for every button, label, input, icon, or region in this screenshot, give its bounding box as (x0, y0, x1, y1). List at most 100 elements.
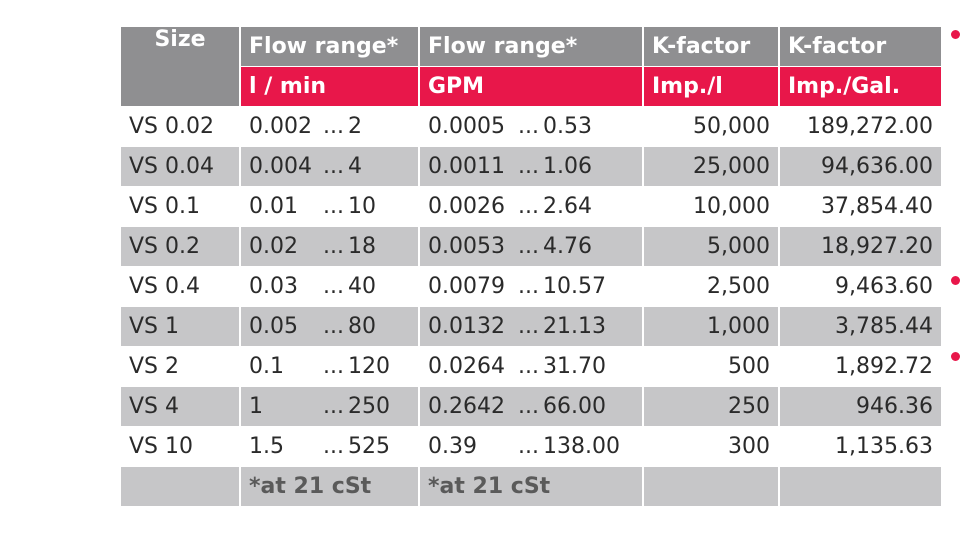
range-separator: ... (323, 394, 344, 419)
cell-k-imp-l: 25,000 (644, 147, 780, 187)
cell-k-imp-l: 300 (644, 427, 780, 467)
subheader-imp-gal: Imp./Gal. (780, 67, 941, 107)
range-separator: ... (518, 274, 539, 299)
cell-k-imp-gal: 37,854.40 (780, 187, 941, 227)
bullet-icon (951, 276, 960, 285)
gpm-low: 0.39 (428, 434, 477, 459)
range-separator: ... (518, 314, 539, 339)
cell-size: VS 4 (121, 387, 241, 427)
cell-flow-lmin: 0.03... 40 (241, 267, 420, 307)
cell-flow-lmin: 1... 250 (241, 387, 420, 427)
table-row: VS 0.04 0.004... 4 0.0011... 1.06 25,000 9… (121, 147, 941, 187)
range-separator: ... (518, 394, 539, 419)
footnote-empty-k2 (780, 467, 941, 507)
lmin-high: 250 (347, 394, 390, 419)
table-row: VS 2 0.1... 120 0.0264... 31.70 500 1,892.… (121, 347, 941, 387)
range-separator: ... (323, 434, 344, 459)
subheader-imp-l: Imp./l (644, 67, 780, 107)
cell-size: VS 0.02 (121, 107, 241, 147)
cell-flow-gpm: 0.0079... 10.57 (420, 267, 644, 307)
cell-size: VS 1 (121, 307, 241, 347)
lmin-low: 0.02 (249, 234, 298, 259)
gpm-high: 138.00 (542, 434, 620, 459)
table-row: VS 1 0.05... 80 0.0132... 21.13 1,000 3,78… (121, 307, 941, 347)
cell-k-imp-l: 500 (644, 347, 780, 387)
cell-k-imp-l: 10,000 (644, 187, 780, 227)
header-size: Size (121, 27, 241, 107)
cell-flow-gpm: 0.0005... 0.53 (420, 107, 644, 147)
range-separator: ... (323, 274, 344, 299)
cell-flow-lmin: 0.05... 80 (241, 307, 420, 347)
table-row: VS 0.2 0.02... 18 0.0053... 4.76 5,000 18,… (121, 227, 941, 267)
cell-k-imp-l: 50,000 (644, 107, 780, 147)
gpm-high: 4.76 (542, 234, 592, 259)
cell-size: VS 0.1 (121, 187, 241, 227)
cell-k-imp-gal: 9,463.60 (780, 267, 941, 307)
cell-k-imp-l: 1,000 (644, 307, 780, 347)
gpm-high: 0.53 (542, 114, 592, 139)
gpm-low: 0.0011 (428, 154, 505, 179)
cell-size: VS 0.2 (121, 227, 241, 267)
gpm-low: 0.0005 (428, 114, 505, 139)
header-k-factor-imp-l: K-factor (644, 27, 780, 67)
bullet-icon (951, 352, 960, 361)
cell-flow-gpm: 0.2642... 66.00 (420, 387, 644, 427)
table-row: VS 4 1... 250 0.2642... 66.00 250 946.36 (121, 387, 941, 427)
lmin-high: 18 (347, 234, 376, 259)
subheader-lmin: l / min (241, 67, 420, 107)
flow-spec-table: Size Flow range* Flow range* K-factor K-… (121, 27, 941, 507)
header-flow-range-lmin: Flow range* (241, 27, 420, 67)
lmin-low: 0.01 (249, 194, 298, 219)
table-body: VS 0.02 0.002... 2 0.0005... 0.53 50,000 1… (121, 107, 941, 507)
footnote-row: *at 21 cSt *at 21 cSt (121, 467, 941, 507)
gpm-high: 66.00 (542, 394, 606, 419)
range-separator: ... (323, 234, 344, 259)
cell-flow-lmin: 0.1... 120 (241, 347, 420, 387)
lmin-low: 1 (249, 394, 263, 419)
lmin-high: 80 (347, 314, 376, 339)
header-flow-range-gpm: Flow range* (420, 27, 644, 67)
cell-flow-gpm: 0.0053... 4.76 (420, 227, 644, 267)
cell-size: VS 0.04 (121, 147, 241, 187)
footnote-gpm: *at 21 cSt (420, 467, 644, 507)
cell-k-imp-gal: 18,927.20 (780, 227, 941, 267)
cell-size: VS 10 (121, 427, 241, 467)
gpm-high: 31.70 (542, 354, 606, 379)
gpm-low: 0.0079 (428, 274, 505, 299)
range-separator: ... (518, 194, 539, 219)
subheader-gpm: GPM (420, 67, 644, 107)
gpm-low: 0.0132 (428, 314, 505, 339)
cell-k-imp-gal: 1,135.63 (780, 427, 941, 467)
cell-k-imp-l: 5,000 (644, 227, 780, 267)
range-separator: ... (323, 114, 344, 139)
bullet-icon (951, 30, 960, 39)
range-separator: ... (518, 354, 539, 379)
lmin-high: 2 (347, 114, 362, 139)
range-separator: ... (518, 114, 539, 139)
cell-k-imp-gal: 3,785.44 (780, 307, 941, 347)
lmin-high: 4 (347, 154, 362, 179)
cell-k-imp-gal: 946.36 (780, 387, 941, 427)
cell-size: VS 2 (121, 347, 241, 387)
lmin-high: 525 (347, 434, 390, 459)
table-row: VS 0.1 0.01... 10 0.0026... 2.64 10,000 37… (121, 187, 941, 227)
cell-flow-lmin: 0.004... 4 (241, 147, 420, 187)
cell-flow-gpm: 0.39... 138.00 (420, 427, 644, 467)
cell-k-imp-gal: 1,892.72 (780, 347, 941, 387)
footnote-lmin: *at 21 cSt (241, 467, 420, 507)
cell-flow-gpm: 0.0132... 21.13 (420, 307, 644, 347)
cell-flow-lmin: 0.01... 10 (241, 187, 420, 227)
lmin-high: 10 (347, 194, 376, 219)
table-row: VS 10 1.5... 525 0.39... 138.00 300 1,135.… (121, 427, 941, 467)
range-separator: ... (323, 314, 344, 339)
lmin-low: 0.004 (249, 154, 312, 179)
range-separator: ... (518, 434, 539, 459)
cell-flow-lmin: 0.002... 2 (241, 107, 420, 147)
cell-k-imp-gal: 94,636.00 (780, 147, 941, 187)
range-separator: ... (518, 154, 539, 179)
lmin-low: 0.002 (249, 114, 312, 139)
range-separator: ... (323, 154, 344, 179)
cell-size: VS 0.4 (121, 267, 241, 307)
cell-flow-lmin: 1.5... 525 (241, 427, 420, 467)
